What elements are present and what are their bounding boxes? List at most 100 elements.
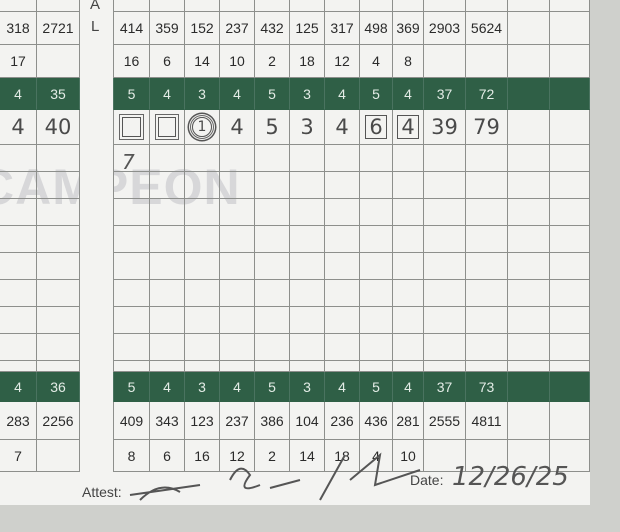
- cell-value: 4: [335, 115, 349, 139]
- cell-value: 14: [299, 447, 315, 464]
- hole-1-cell: 5: [114, 372, 150, 402]
- cell: [185, 334, 220, 361]
- cell: [393, 226, 424, 253]
- hole-2-cell: 359: [150, 12, 185, 45]
- total-cell: 79: [466, 110, 508, 145]
- cell: [220, 226, 255, 253]
- cell: [393, 334, 424, 361]
- cell: [114, 253, 150, 280]
- left-cell: 7: [0, 440, 37, 472]
- cell: [508, 280, 550, 307]
- cell: [290, 226, 325, 253]
- cell-value: 72: [478, 85, 495, 102]
- cell-value: 318: [6, 20, 30, 36]
- cell: [424, 307, 466, 334]
- label-column-cell: [80, 78, 114, 110]
- left-cell: [37, 45, 80, 78]
- empty-score-row: [0, 307, 590, 334]
- label-column-cell: [80, 0, 114, 12]
- hole-9-cell: 4: [393, 372, 424, 402]
- cell: [114, 199, 150, 226]
- cell: [466, 280, 508, 307]
- cell: [220, 361, 255, 372]
- cell: [466, 226, 508, 253]
- cell: [550, 110, 590, 145]
- hole-9-cell: 369: [393, 12, 424, 45]
- cell-value: 386: [260, 412, 284, 429]
- cell-value: 14: [194, 53, 210, 69]
- cell: [325, 199, 360, 226]
- cell: [466, 307, 508, 334]
- hole-5-cell: 432: [255, 12, 290, 45]
- hole-6-cell: 3: [290, 110, 325, 145]
- score-mark-box: 6: [365, 115, 387, 139]
- cell-value: 409: [119, 412, 144, 429]
- cell: [508, 45, 550, 78]
- cell: [466, 253, 508, 280]
- cell: [220, 307, 255, 334]
- cell-value: 4: [372, 53, 380, 69]
- cell: [255, 226, 290, 253]
- cell: [0, 334, 37, 361]
- cell: [37, 145, 80, 172]
- cell-value: 16: [194, 447, 210, 464]
- cell-value: 6: [163, 447, 171, 464]
- cell: [466, 145, 508, 172]
- hole-8-cell: 436: [360, 402, 393, 440]
- hole-1-cell: 5: [114, 78, 150, 110]
- cell: [150, 280, 185, 307]
- cell-value: 7: [14, 447, 22, 464]
- cell: [290, 307, 325, 334]
- cell-value: 2721: [42, 20, 74, 36]
- cell: [508, 334, 550, 361]
- label-column-cell: [80, 110, 114, 145]
- cell-value: 17: [10, 53, 26, 69]
- cell: [255, 253, 290, 280]
- cell: [37, 253, 80, 280]
- cell-value: 4: [372, 447, 380, 464]
- hole-8-cell: 498: [360, 12, 393, 45]
- cell-value: 37: [436, 85, 453, 102]
- cell-value: 4: [14, 85, 22, 102]
- left-cell: 2256: [37, 402, 80, 440]
- left-cell: 4: [0, 372, 37, 402]
- cell: [424, 280, 466, 307]
- hole-6-cell: 125: [290, 12, 325, 45]
- hole-7-cell: 4: [325, 372, 360, 402]
- cell: [150, 199, 185, 226]
- cell: [466, 0, 508, 12]
- cell-value: 3: [198, 85, 206, 102]
- cell: [185, 199, 220, 226]
- hole-2-cell: [150, 110, 185, 145]
- hole-6-cell: 18: [290, 45, 325, 78]
- cell: [150, 172, 185, 199]
- cell: [185, 0, 220, 12]
- cell-value: 40: [44, 115, 72, 139]
- back-par-row: 4 36 5 4 3 4 5 3 4 5 4 37 73: [0, 372, 590, 402]
- cell: [550, 226, 590, 253]
- left-cell: 35: [37, 78, 80, 110]
- cell-value: 79: [473, 115, 500, 139]
- cell: [114, 361, 150, 372]
- label-column-cell: [80, 334, 114, 361]
- cell: [550, 307, 590, 334]
- cell-value: 237: [225, 20, 249, 36]
- hole-3-cell: 14: [185, 45, 220, 78]
- cell: [550, 199, 590, 226]
- total-cell: 73: [466, 372, 508, 402]
- cell: [360, 172, 393, 199]
- cell: [150, 361, 185, 372]
- cell-value: 5: [127, 85, 136, 102]
- cell: [220, 280, 255, 307]
- hole-1-cell: 16: [114, 45, 150, 78]
- cell-value: 414: [119, 20, 144, 36]
- hole-2-cell: 4: [150, 78, 185, 110]
- cell: [255, 307, 290, 334]
- hole-3-cell: 123: [185, 402, 220, 440]
- cell: [220, 253, 255, 280]
- cell: [185, 172, 220, 199]
- cell: [290, 172, 325, 199]
- cell: [114, 307, 150, 334]
- cell-value: 12: [229, 447, 245, 464]
- cell: [393, 361, 424, 372]
